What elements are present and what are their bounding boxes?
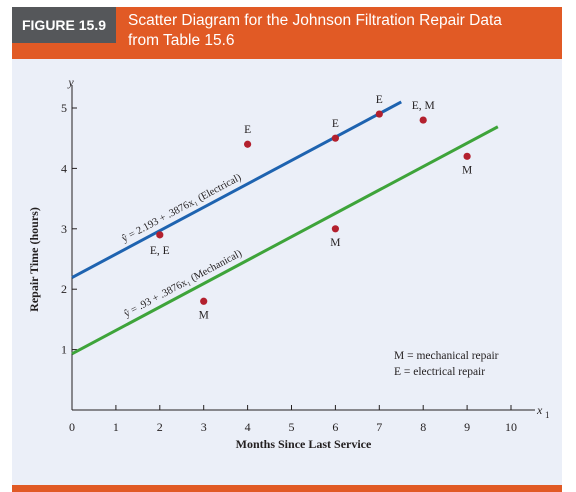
legend-electrical: E = electrical repair [394, 366, 485, 378]
scatter-point [331, 134, 339, 142]
point-label: M [199, 309, 209, 321]
y-tick-label: 3 [61, 222, 67, 236]
x-tick-label: 10 [505, 420, 517, 434]
figure-title-line1: Scatter Diagram for the Johnson Filtrati… [128, 12, 502, 29]
scatter-point [419, 116, 427, 124]
annotations: ŷ = 2.193 + .3876x₁ (Electrical)ŷ = .93 … [120, 94, 499, 378]
y-tick-label: 5 [61, 101, 67, 115]
point-label: E [332, 118, 339, 130]
x-tick-label: 8 [420, 420, 426, 434]
x-axis-symbol-subscript: 1 [545, 410, 550, 420]
x-tick-label: 9 [464, 420, 470, 434]
y-axis-symbol: y [67, 75, 74, 89]
electrical-equation-label: ŷ = 2.193 + .3876x₁ (Electrical) [120, 172, 243, 245]
x-tick-label: 4 [245, 420, 251, 434]
figure-header: FIGURE 15.9 Scatter Diagram for the John… [12, 7, 562, 59]
y-tick-label: 2 [61, 282, 67, 296]
point-label: M [330, 237, 340, 249]
y-tick-label: 1 [61, 343, 67, 357]
x-tick-label: 7 [376, 420, 382, 434]
point-label: E [244, 124, 251, 136]
scatter-point [375, 110, 383, 118]
y-axis-title: Repair Time (hours) [27, 207, 41, 312]
figure-number-badge: FIGURE 15.9 [12, 7, 116, 43]
x-axis-symbol: x [536, 403, 543, 417]
figure-footer-bar [12, 485, 562, 492]
point-label: E, M [412, 100, 435, 112]
scatter-point [463, 152, 471, 160]
x-tick-label: 2 [157, 420, 163, 434]
figure-title: Scatter Diagram for the Johnson Filtrati… [128, 11, 548, 51]
mechanical-regression-line [71, 125, 499, 356]
y-tick-label: 4 [61, 161, 67, 175]
legend-mechanical: M = mechanical repair [394, 350, 499, 362]
regression-lines [71, 100, 499, 356]
x-tick-label: 3 [201, 420, 207, 434]
x-tick-label: 5 [289, 420, 295, 434]
scatter-point [331, 225, 339, 233]
scatter-point [244, 140, 252, 148]
scatter-point [200, 297, 208, 305]
point-label: M [462, 164, 472, 176]
mechanical-equation-label: ŷ = .93 + .3876x₁ (Mechanical) [122, 248, 244, 320]
chart-panel [12, 59, 562, 485]
electrical-regression-line [71, 100, 402, 279]
scatter-point [156, 231, 164, 239]
x-axis-title: Months Since Last Service [236, 437, 372, 451]
x-tick-label: 0 [69, 420, 75, 434]
point-label: E [376, 94, 383, 106]
x-tick-label: 6 [332, 420, 338, 434]
data-points [156, 110, 471, 305]
point-label: E, E [150, 245, 170, 257]
figure-title-line2: from Table 15.6 [128, 32, 235, 49]
x-tick-label: 1 [113, 420, 119, 434]
